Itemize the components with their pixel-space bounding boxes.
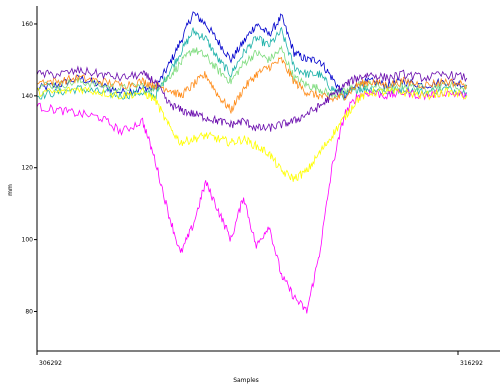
x-axis-label: Samples bbox=[233, 377, 259, 384]
series-line-2 bbox=[36, 26, 468, 101]
y-tick-label: 140 bbox=[22, 93, 34, 100]
y-tick-label: 160 bbox=[22, 21, 34, 28]
x-tick-label: 316292 bbox=[460, 360, 483, 367]
y-tick-label: 100 bbox=[22, 237, 34, 244]
y-tick-layer: 80 100 120 140 160 bbox=[22, 21, 37, 315]
y-axis-label: mm bbox=[7, 184, 14, 196]
series-line-5 bbox=[36, 87, 468, 314]
series-line-4 bbox=[36, 56, 468, 114]
y-tick-label: 120 bbox=[22, 165, 34, 172]
x-tick-layer: 306292 316292 bbox=[36, 351, 483, 367]
series-line-1 bbox=[36, 11, 467, 99]
series-line-6 bbox=[36, 86, 468, 182]
series-layer bbox=[36, 11, 468, 314]
y-tick-label: 80 bbox=[25, 308, 33, 315]
series-line-7 bbox=[36, 65, 468, 132]
series-line-3 bbox=[36, 45, 468, 99]
x-tick-label: 306292 bbox=[39, 360, 62, 367]
